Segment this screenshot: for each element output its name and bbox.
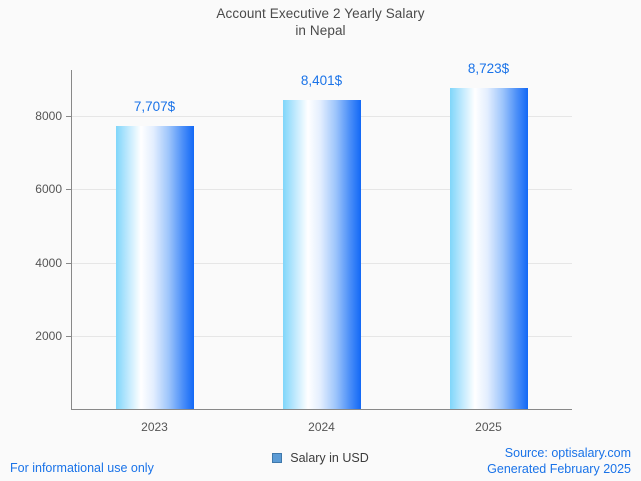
- source-attribution: Source: optisalary.com Generated Februar…: [487, 445, 631, 477]
- chart-title-subtitle: in Nepal: [295, 23, 346, 38]
- bar[interactable]: [115, 125, 194, 409]
- chart-title-main: Account Executive 2 Yearly Salary: [216, 6, 425, 21]
- y-axis-tick-label: 4000: [35, 255, 62, 270]
- plot-area: 2000 4000 6000 8000 2023 2024 2025 7,707$ 8,40…: [35, 61, 572, 434]
- y-axis-tick-label: 8000: [35, 108, 62, 123]
- legend-color-swatch: [272, 453, 283, 463]
- y-axis-tickmark: [66, 115, 71, 117]
- x-axis-tick-label: 2023: [141, 420, 168, 434]
- y-axis-tickmark: [66, 336, 71, 338]
- y-axis-tickmark: [66, 189, 71, 191]
- bar-value-label: 8,723$: [467, 61, 510, 77]
- legend-item-label: Salary in USD: [290, 451, 369, 465]
- chart-title: Account Executive 2 Yearly Salary in Nep…: [0, 5, 641, 39]
- x-axis-tick-label: 2025: [475, 420, 502, 434]
- legend: Salary in USD: [0, 451, 641, 465]
- bar[interactable]: [282, 100, 361, 409]
- bar-value-label: 7,707$: [133, 98, 176, 114]
- y-axis-tick-label: 6000: [35, 182, 62, 197]
- source-line: Source: optisalary.com: [504, 446, 631, 460]
- disclaimer-note: For informational use only: [10, 461, 154, 475]
- generated-date-line: Generated February 2025: [487, 462, 631, 476]
- y-axis-tickmark: [66, 262, 71, 264]
- y-axis-tick-label: 2000: [35, 329, 62, 344]
- bar[interactable]: [449, 88, 528, 409]
- y-axis-line: [71, 70, 72, 410]
- x-axis-line: [71, 409, 572, 410]
- x-axis-tick-label: 2024: [308, 420, 335, 434]
- bar-value-label: 8,401$: [300, 73, 343, 89]
